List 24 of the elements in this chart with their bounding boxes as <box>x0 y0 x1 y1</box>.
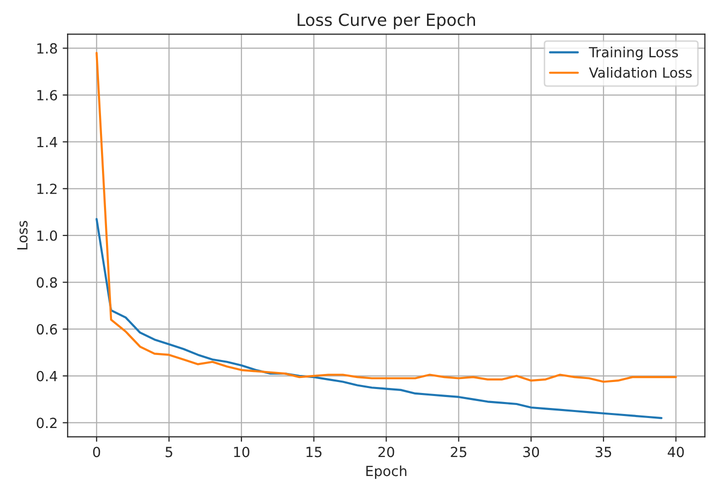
x-tick-label: 15 <box>306 446 322 458</box>
x-tick-label: 40 <box>668 446 684 458</box>
x-axis-title: Epoch <box>366 465 406 479</box>
y-tick-label: 0.6 <box>36 324 58 335</box>
y-tick-label: 1.0 <box>37 230 57 241</box>
y-tick-label: 1.6 <box>37 90 58 100</box>
y-tick-label: 1.4 <box>37 136 58 148</box>
y-tick-label: 0.2 <box>36 418 57 428</box>
x-tick-label: 20 <box>378 446 394 458</box>
chart-title: Loss Curve per Epoch <box>298 13 476 30</box>
y-tick-label: 0.8 <box>36 277 57 288</box>
y-tick-label: 1.8 <box>37 43 57 54</box>
y-axis-title: Loss <box>17 220 28 250</box>
y-tick-label: 0.4 <box>36 370 58 382</box>
legend-label: Validation Loss <box>589 67 692 78</box>
x-tick-label: 35 <box>596 446 612 458</box>
x-tick-label: 5 <box>166 446 172 458</box>
x-tick-label: 30 <box>523 446 539 458</box>
x-tick-label: 0 <box>93 446 100 458</box>
line-series <box>96 218 662 420</box>
x-tick-label: 25 <box>450 446 466 458</box>
y-tick-label: 1.2 <box>37 184 57 194</box>
legend-label: Training Loss <box>588 46 678 60</box>
x-tick-label: 10 <box>234 446 250 458</box>
